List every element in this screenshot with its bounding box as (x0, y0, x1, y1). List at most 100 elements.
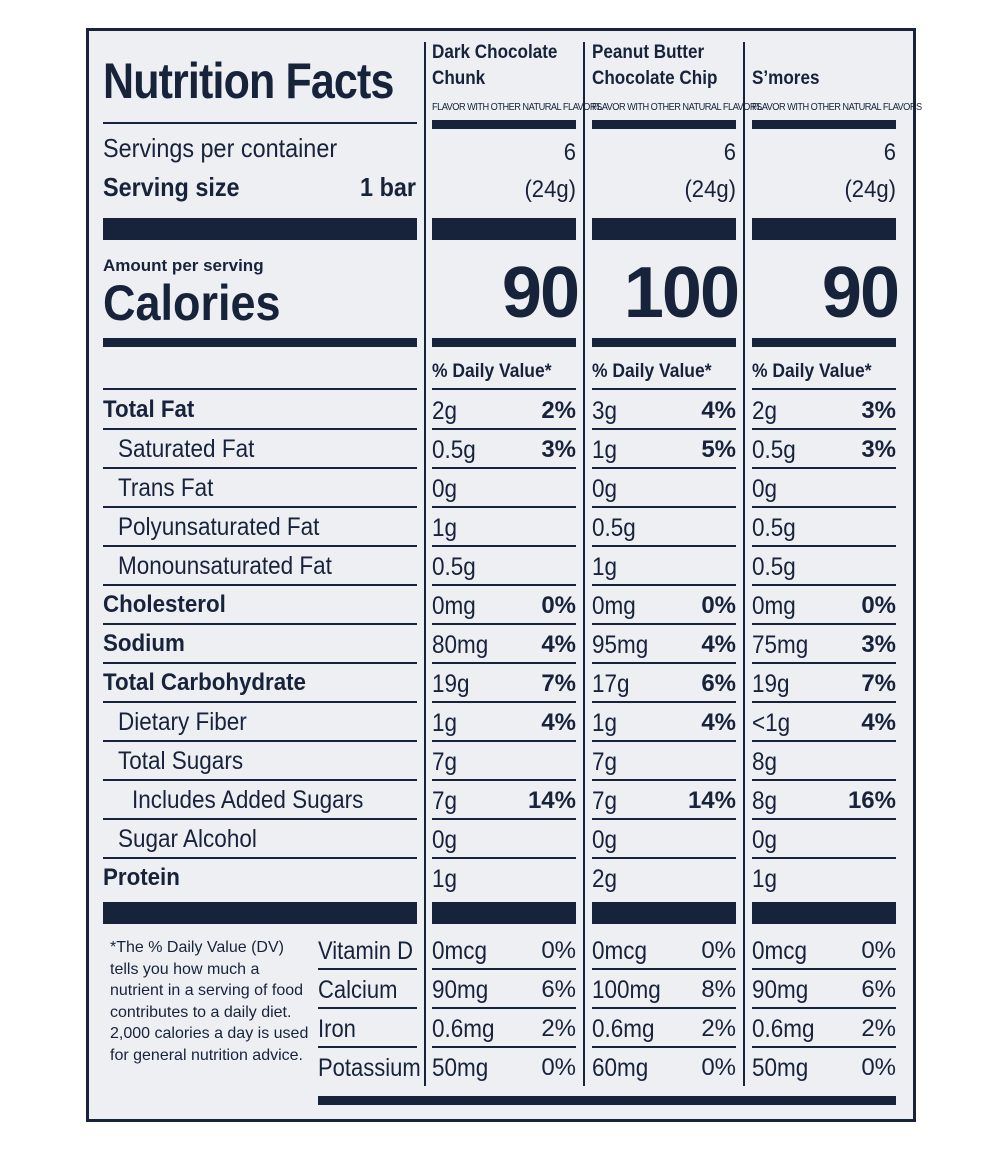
nutrient-amount: 8g (752, 748, 778, 776)
row-rule (592, 662, 736, 664)
row-rule (752, 740, 896, 742)
row-rule (592, 545, 736, 547)
row-rule (103, 506, 417, 508)
nutrient-amount: 8g (752, 787, 778, 815)
row-rule (752, 1007, 896, 1009)
thin-rule (432, 388, 576, 390)
row-rule (432, 1007, 576, 1009)
vitamin-label: Calcium (318, 976, 398, 1004)
nutrient-amount: 0.5g (752, 553, 796, 581)
calories-value: 90 (821, 253, 900, 333)
vitamin-amount: 0mcg (432, 937, 488, 965)
row-rule (592, 818, 736, 820)
nutrient-amount: 1g (432, 514, 458, 542)
row-rule (592, 968, 736, 970)
nutrient-amount: 2g (752, 397, 778, 425)
serving-grams: (24g) (684, 176, 736, 203)
daily-value-header: % Daily Value* (432, 361, 552, 382)
nutrient-row: Polyunsaturated Fat 1g 0.5g 0.5g (0, 508, 1000, 547)
nutrient-amount: 0.5g (592, 514, 636, 542)
medium-rule-left (103, 338, 417, 347)
servings-label: Servings per container (103, 133, 338, 163)
row-rule (432, 857, 576, 859)
nutrient-percent: 0% (541, 592, 576, 619)
nutrient-amount: 0g (752, 826, 778, 854)
calories-label: Calories (103, 275, 281, 331)
vitamin-percent: 0% (541, 937, 576, 964)
row-rule (592, 428, 736, 430)
nutrient-percent: 2% (541, 397, 576, 424)
row-rule (432, 467, 576, 469)
nutrient-label: Cholesterol (103, 591, 226, 618)
row-rule (592, 467, 736, 469)
thick-rule (752, 218, 896, 240)
row-rule (432, 506, 576, 508)
serving-grams: (24g) (524, 176, 576, 203)
vitamin-amount: 60mg (592, 1054, 649, 1082)
vitamin-percent: 8% (701, 976, 736, 1003)
nutrient-label: Sugar Alcohol (118, 825, 257, 853)
vitamin-percent: 0% (541, 1054, 576, 1081)
row-rule (592, 1007, 736, 1009)
serving-grams: (24g) (844, 176, 896, 203)
nutrient-amount: 0g (432, 475, 458, 503)
nutrient-percent: 4% (701, 631, 736, 658)
thick-rule (432, 218, 576, 240)
nutrition-label (86, 28, 916, 1122)
product-name-line1: Dark Chocolate (432, 42, 558, 63)
vitamin-percent: 0% (861, 1054, 896, 1081)
thick-rule (432, 902, 576, 924)
servings-value: 6 (563, 139, 576, 166)
nutrient-amount: 95mg (592, 631, 649, 659)
nutrient-label: Trans Fat (118, 474, 214, 502)
nutrient-row: Total Carbohydrate 19g 7% 17g 6% 19g 7% (0, 664, 1000, 703)
row-rule (432, 740, 576, 742)
row-rule (103, 779, 417, 781)
nutrient-row: Total Sugars 7g 7g 8g (0, 742, 1000, 781)
servings-value: 6 (883, 139, 896, 166)
nutrient-percent: 0% (861, 592, 896, 619)
vitamin-row: Calcium 90mg 6% 100mg 8% 90mg 6% (0, 970, 1000, 1009)
row-rule (432, 701, 576, 703)
row-rule (752, 428, 896, 430)
nutrient-percent: 4% (701, 397, 736, 424)
row-rule (432, 584, 576, 586)
footnote: *The % Daily Value (DV) tells you how mu… (110, 939, 309, 1064)
nutrient-amount: 0mg (592, 592, 636, 620)
product-name-line2: S’mores (752, 68, 820, 89)
medium-rule (592, 338, 736, 347)
vitamin-row: Iron 0.6mg 2% 0.6mg 2% 0.6mg 2% (0, 1009, 1000, 1048)
thin-rule (752, 388, 896, 390)
row-rule (752, 968, 896, 970)
row-rule (103, 545, 417, 547)
nutrient-amount: 19g (432, 670, 470, 698)
vitamin-amount: 50mg (752, 1054, 809, 1082)
vitamin-percent: 6% (861, 976, 896, 1003)
nutrient-row: Trans Fat 0g 0g 0g (0, 469, 1000, 508)
row-rule (752, 506, 896, 508)
nutrient-row: Sodium 80mg 4% 95mg 4% 75mg 3% (0, 625, 1000, 664)
vitamin-amount: 0.6mg (432, 1015, 495, 1043)
vitamin-amount: 0mcg (752, 937, 808, 965)
nutrient-amount: 7g (592, 787, 618, 815)
daily-value-header: % Daily Value* (752, 361, 872, 382)
nutrient-amount: 0g (592, 826, 618, 854)
nutrient-row: Saturated Fat 0.5g 3% 1g 5% 0.5g 3% (0, 430, 1000, 469)
row-rule (752, 584, 896, 586)
nutrient-amount: 0.5g (752, 436, 796, 464)
row-rule (432, 428, 576, 430)
vitamin-amount: 90mg (432, 976, 489, 1004)
row-rule (592, 857, 736, 859)
product-name-line1: Peanut Butter (592, 42, 705, 63)
nutrient-amount: 1g (432, 709, 458, 737)
nutrient-amount: 75mg (752, 631, 809, 659)
vitamin-percent: 0% (701, 1054, 736, 1081)
nutrient-row: Cholesterol 0mg 0% 0mg 0% 0mg 0% (0, 586, 1000, 625)
thick-rule (592, 218, 736, 240)
nutrient-row: Protein 1g 2g 1g (0, 859, 1000, 898)
serving-size-label: Serving size (103, 172, 240, 202)
nutrient-label: Polyunsaturated Fat (118, 513, 320, 541)
thick-rule (592, 902, 736, 924)
nutrient-label: Includes Added Sugars (132, 786, 364, 814)
row-rule (432, 662, 576, 664)
